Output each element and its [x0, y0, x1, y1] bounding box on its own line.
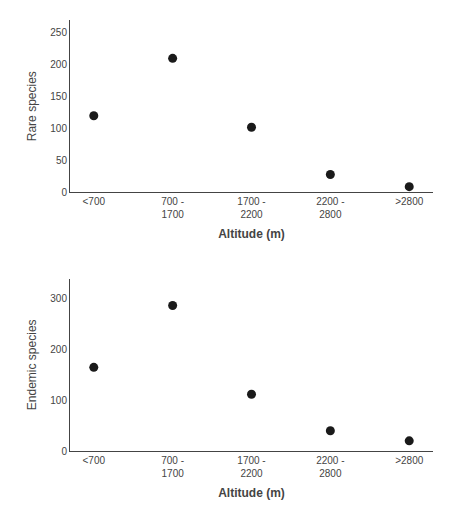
svg-text:200: 200: [50, 59, 67, 70]
svg-text:50: 50: [56, 155, 68, 166]
svg-text:1700 -2200: 1700 -2200: [237, 455, 265, 479]
svg-text:<700: <700: [83, 455, 106, 466]
svg-text:0: 0: [61, 187, 67, 198]
svg-text:>2800: >2800: [395, 455, 424, 466]
svg-text:1700 -2200: 1700 -2200: [237, 196, 265, 220]
svg-text:2200 -2800: 2200 -2800: [316, 455, 344, 479]
svg-text:100: 100: [50, 395, 67, 406]
svg-text:<700: <700: [83, 196, 106, 207]
svg-text:Altitude (m): Altitude (m): [218, 486, 285, 500]
svg-text:300: 300: [50, 293, 67, 304]
svg-text:2200 -2800: 2200 -2800: [316, 196, 344, 220]
svg-text:Rare species: Rare species: [25, 71, 39, 141]
svg-text:0: 0: [61, 446, 67, 457]
svg-text:Endemic species: Endemic species: [25, 319, 39, 410]
svg-text:Altitude (m): Altitude (m): [218, 227, 285, 241]
svg-text:200: 200: [50, 344, 67, 355]
svg-text:>2800: >2800: [395, 196, 424, 207]
svg-text:700 -1700: 700 -1700: [161, 455, 184, 479]
svg-text:100: 100: [50, 123, 67, 134]
svg-text:700 -1700: 700 -1700: [161, 196, 184, 220]
svg-text:250: 250: [50, 27, 67, 38]
svg-text:150: 150: [50, 91, 67, 102]
